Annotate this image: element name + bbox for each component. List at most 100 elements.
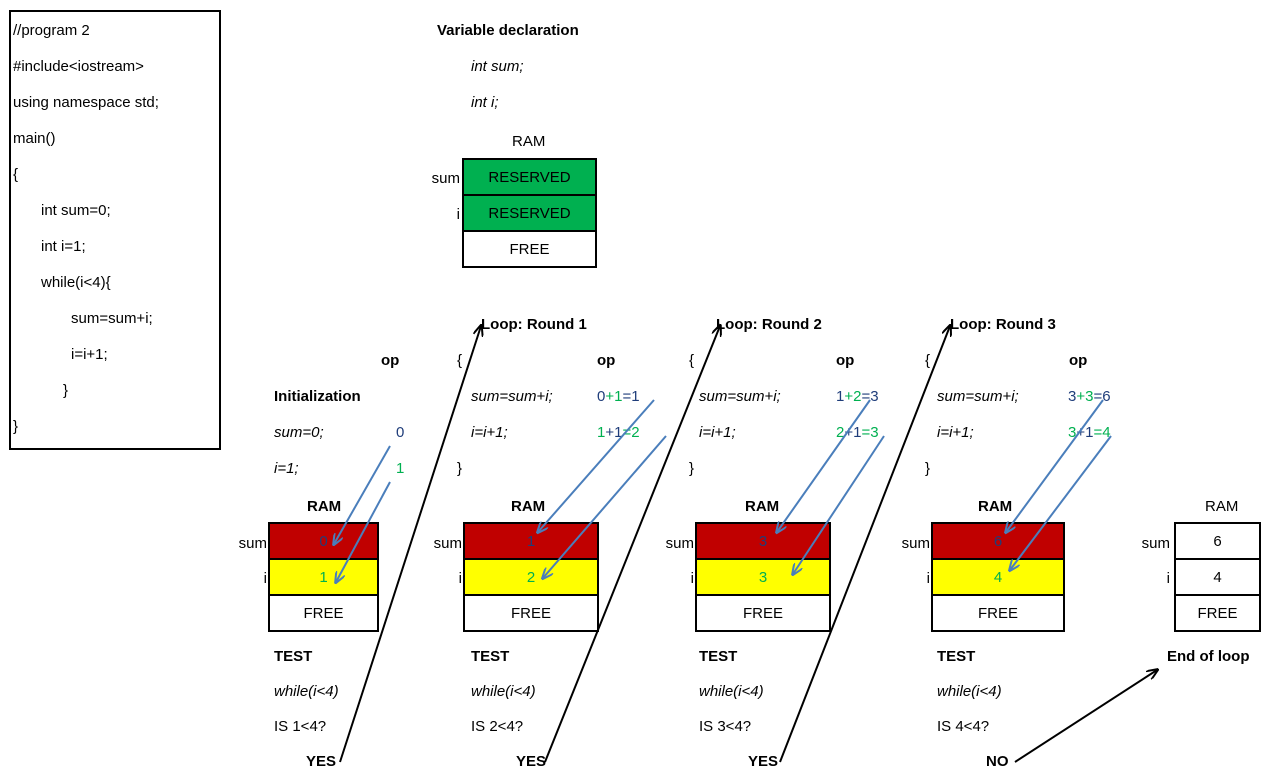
op-label: op (381, 352, 400, 369)
flow-arrow (1014, 670, 1157, 763)
op-part: =2 (622, 424, 640, 441)
init-line: i=1; (274, 460, 299, 477)
ram-cell-sum: RESERVED (462, 158, 597, 196)
op-part: 2 (836, 424, 845, 441)
ram-row-label: i (263, 570, 267, 587)
code-line: //program 2 (13, 22, 90, 39)
op-expression: 2+1=3 (836, 424, 879, 442)
ram-label: RAM (307, 498, 342, 515)
round-line: i=i+1; (937, 424, 974, 441)
op-part: +1 (605, 424, 623, 441)
op-part: =1 (622, 388, 640, 405)
ram-row-label: i (690, 570, 694, 587)
ram-cell-i: RESERVED (462, 194, 597, 232)
round-line: sum=sum+i; (937, 388, 1019, 405)
round-line: i=i+1; (699, 424, 736, 441)
ram-row-label: sum (431, 170, 460, 187)
init-line: sum=0; (274, 424, 324, 441)
ram-row-label: sum (665, 535, 694, 552)
op-expression: 3+1=4 (1068, 424, 1111, 442)
data-arrow (777, 399, 871, 532)
ram-row-label: i (926, 570, 930, 587)
end-of-loop-label: End of loop (1167, 648, 1250, 665)
ram-label: RAM (1205, 498, 1239, 515)
ram-row-label: sum (1141, 535, 1170, 552)
ram-row-label: i (1166, 570, 1170, 587)
ram-row-label: sum (433, 535, 462, 552)
test-answer: NO (986, 753, 1009, 770)
op-expression: 3+3=6 (1068, 388, 1111, 406)
op-part: +1 (605, 388, 623, 405)
op-part: =3 (861, 424, 879, 441)
op-label: op (1069, 352, 1088, 369)
ram-cell-free: FREE (1174, 594, 1261, 632)
code-line: using namespace std; (13, 94, 159, 111)
op-part: +1 (1076, 424, 1094, 441)
test-condition: while(i<4) (471, 683, 536, 700)
op-part: +1 (844, 424, 862, 441)
data-arrow (334, 445, 391, 544)
ram-cell-i: 1 (268, 558, 379, 596)
test-title: TEST (699, 648, 738, 665)
brace-close: } (457, 460, 463, 477)
flow-arrow (544, 326, 720, 763)
code-line: int sum=0; (41, 202, 111, 219)
op-expression: 0+1=1 (597, 388, 640, 406)
op-part: 3 (1068, 388, 1077, 405)
data-arrow (793, 435, 885, 574)
test-answer: YES (516, 753, 547, 770)
code-line: { (13, 166, 19, 183)
op-part: =3 (861, 388, 879, 405)
ram-label: RAM (745, 498, 780, 515)
op-part: =4 (1093, 424, 1111, 441)
ram-cell-free: FREE (462, 230, 597, 268)
op-label: op (597, 352, 616, 369)
test-answer: YES (748, 753, 779, 770)
op-part: 1 (597, 424, 606, 441)
ram-row-label: sum (238, 535, 267, 552)
op-part: =6 (1093, 388, 1111, 405)
code-line: int i=1; (41, 238, 86, 255)
op-value: 1 (396, 460, 405, 477)
op-part: +2 (844, 388, 862, 405)
data-arrow (336, 481, 391, 582)
code-listing: //program 2 #include<iostream> using nam… (9, 10, 221, 450)
test-question: IS 2<4? (471, 718, 524, 735)
flow-arrow (779, 326, 950, 763)
op-part: +3 (1076, 388, 1094, 405)
test-condition: while(i<4) (937, 683, 1002, 700)
test-condition: while(i<4) (699, 683, 764, 700)
round-title: Loop: Round 2 (716, 316, 822, 333)
op-label: op (836, 352, 855, 369)
op-part: 3 (1068, 424, 1077, 441)
code-line: } (63, 382, 69, 399)
data-arrow (1010, 435, 1112, 570)
code-line: i=i+1; (71, 346, 108, 363)
ram-cell-sum: 0 (268, 522, 379, 560)
round-title: Loop: Round 1 (481, 316, 587, 333)
ram-label: RAM (512, 133, 546, 150)
declaration-line: int i; (471, 94, 499, 111)
ram-label: RAM (978, 498, 1013, 515)
flow-arrow (339, 326, 481, 763)
data-arrow (1006, 399, 1104, 532)
ram-cell-i: 4 (1174, 558, 1261, 596)
ram-label: RAM (511, 498, 546, 515)
test-title: TEST (274, 648, 313, 665)
op-value: 0 (396, 424, 405, 441)
round-line: i=i+1; (471, 424, 508, 441)
ram-row-label: i (458, 570, 462, 587)
round-line: sum=sum+i; (471, 388, 553, 405)
ram-row-label: sum (901, 535, 930, 552)
op-expression: 1+2=3 (836, 388, 879, 406)
declaration-title: Variable declaration (437, 22, 579, 39)
code-line: sum=sum+i; (71, 310, 153, 327)
test-title: TEST (471, 648, 510, 665)
ram-cell-free: FREE (463, 594, 599, 632)
brace-close: } (689, 460, 695, 477)
ram-cell-free: FREE (931, 594, 1065, 632)
op-part: 0 (597, 388, 606, 405)
brace-open: { (925, 352, 931, 369)
op-part: 1 (836, 388, 845, 405)
data-arrow (538, 399, 655, 532)
